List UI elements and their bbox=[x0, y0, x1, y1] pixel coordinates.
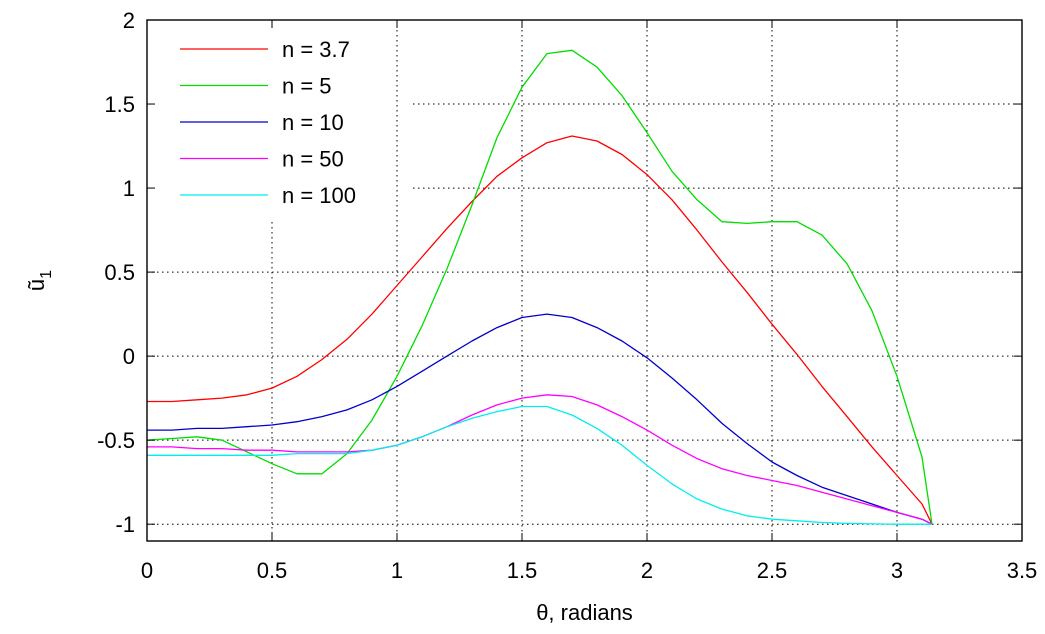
x-tick-label: 3.5 bbox=[1007, 558, 1038, 583]
series-line-3 bbox=[147, 313, 933, 525]
x-axis-ticks: 0 0.5 1 1.5 2 2.5 3 3.5 bbox=[141, 20, 1037, 583]
series-lines bbox=[146, 49, 933, 525]
y-tick-label: -0.5 bbox=[97, 428, 135, 453]
y-axis-ticks: -1 -0.5 0 0.5 1 1.5 2 bbox=[97, 8, 1022, 537]
x-tick-label: 2 bbox=[641, 558, 653, 583]
series-line-2 bbox=[146, 49, 933, 525]
legend-label: n = 3.7 bbox=[282, 37, 350, 62]
legend: n = 3.7 n = 5 n = 10 n = 50 n = 100 bbox=[180, 37, 356, 208]
y-axis-label-subscript: 1 bbox=[38, 270, 55, 279]
x-tick-label: 1.5 bbox=[507, 558, 538, 583]
x-tick-label: 3 bbox=[891, 558, 903, 583]
x-tick-label: 0.5 bbox=[257, 558, 288, 583]
series-line-1 bbox=[147, 135, 933, 525]
legend-label: n = 5 bbox=[282, 74, 332, 99]
y-axis-label: ũ1 bbox=[24, 270, 55, 291]
y-tick-label: -1 bbox=[115, 512, 135, 537]
x-tick-label: 0 bbox=[141, 558, 153, 583]
x-tick-label: 1 bbox=[391, 558, 403, 583]
y-tick-label: 2 bbox=[123, 8, 135, 33]
legend-label: n = 10 bbox=[282, 110, 344, 135]
y-tick-label: 1 bbox=[123, 176, 135, 201]
y-tick-label: 1.5 bbox=[104, 92, 135, 117]
series-line-5 bbox=[147, 405, 932, 525]
legend-label: n = 50 bbox=[282, 147, 344, 172]
x-axis-label: θ, radians bbox=[536, 600, 633, 625]
legend-label: n = 100 bbox=[282, 183, 356, 208]
grid-lines bbox=[147, 20, 1022, 541]
x-tick-label: 2.5 bbox=[757, 558, 788, 583]
y-axis-label-group: ũ1 bbox=[24, 270, 55, 291]
y-tick-label: 0.5 bbox=[104, 260, 135, 285]
y-axis-label-main: ũ bbox=[24, 279, 49, 291]
plot-frame bbox=[146, 19, 1023, 542]
series-line-4 bbox=[147, 394, 933, 525]
y-tick-label: 0 bbox=[123, 344, 135, 369]
